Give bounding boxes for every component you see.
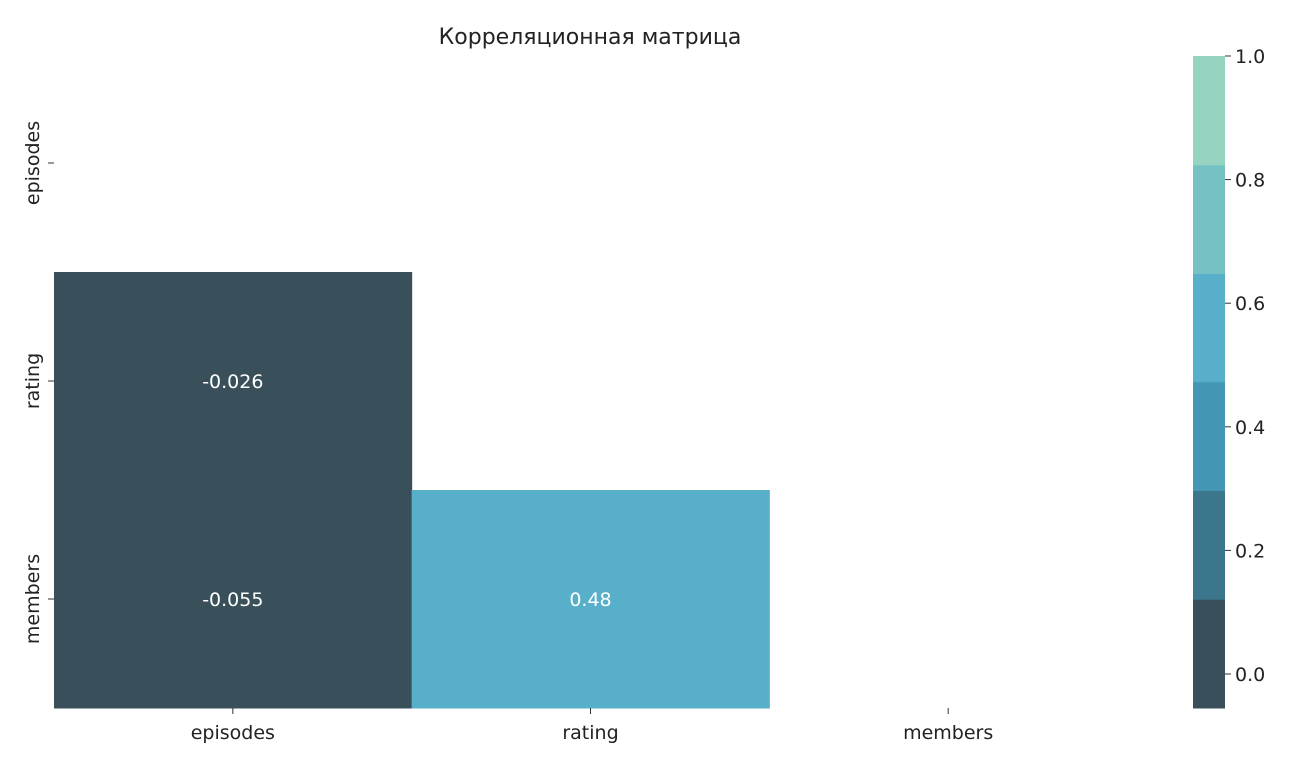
colorbar-tick-label: 0.0 (1235, 664, 1265, 686)
colorbar-tick-label: 1.0 (1235, 46, 1265, 68)
cell-value-label: 0.48 (569, 589, 611, 611)
y-tick-label: members (22, 554, 44, 644)
colorbar-segment (1193, 599, 1225, 709)
x-tick-label: members (903, 722, 993, 744)
colorbar-segment (1193, 381, 1225, 491)
colorbar-tick-label: 0.8 (1235, 170, 1265, 192)
x-tick-label: episodes (191, 722, 275, 744)
colorbar-tick-label: 0.2 (1235, 540, 1265, 562)
colorbar-segment (1193, 56, 1225, 166)
cell-value-label: -0.055 (202, 589, 263, 611)
y-tick-label: rating (22, 353, 44, 409)
colorbar-tick-label: 0.6 (1235, 293, 1265, 315)
colorbar-segment (1193, 273, 1225, 383)
heatmap-cell (54, 490, 413, 709)
y-tick-label: episodes (22, 121, 44, 205)
x-tick-label: rating (562, 722, 618, 744)
heatmap-cell (54, 272, 413, 491)
chart-title: Корреляционная матрица (439, 25, 742, 50)
cell-value-label: -0.026 (202, 371, 263, 393)
heatmap-cell (411, 490, 770, 709)
colorbar-segment (1193, 164, 1225, 275)
colorbar-tick-label: 0.4 (1235, 417, 1265, 439)
colorbar-segment (1193, 490, 1225, 600)
